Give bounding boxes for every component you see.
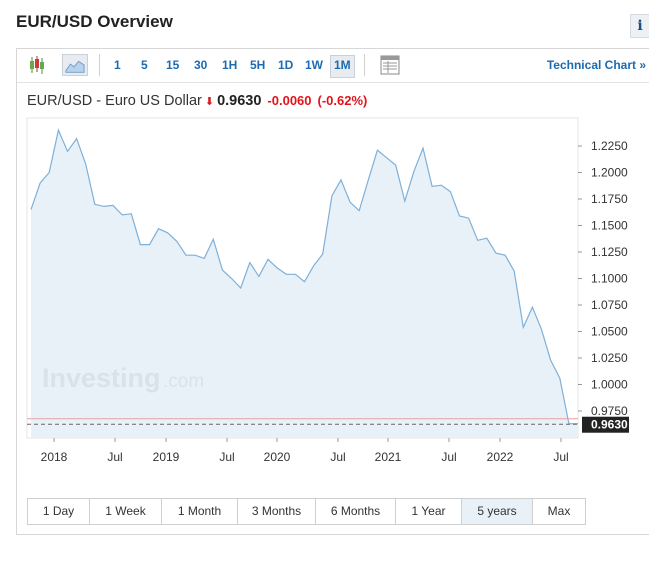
y-tick-label: 1.1000 <box>591 272 628 286</box>
y-tick-label: 1.0000 <box>591 378 628 392</box>
y-tick-label: 1.2250 <box>591 139 628 153</box>
x-tick-label: Jul <box>107 450 122 464</box>
last-price-box <box>582 416 629 433</box>
chart-toolbar: 1 5 15 30 1H 5H 1D 1W 1M Technical Chart… <box>17 49 649 83</box>
x-tick-label: Jul <box>330 450 345 464</box>
page-title: EUR/USD Overview <box>16 12 173 31</box>
y-tick-label: 1.0500 <box>591 325 628 339</box>
x-tick-label: Jul <box>553 450 568 464</box>
interval-5[interactable]: 5 <box>141 58 148 72</box>
price-change-percent: (-0.62%) <box>317 93 368 108</box>
range-button-5-years[interactable]: 5 years <box>462 499 533 524</box>
instrument-name: EUR/USD - Euro US Dollar <box>27 93 202 109</box>
y-tick-label: 1.0750 <box>591 298 628 312</box>
range-button-1-year[interactable]: 1 Year <box>396 499 462 524</box>
last-price-label: 0.9630 <box>591 418 628 432</box>
x-tick-label: 2018 <box>41 450 68 464</box>
x-tick-label: 2019 <box>153 450 180 464</box>
toolbar-separator <box>99 54 100 76</box>
table-view-icon[interactable] <box>377 54 403 76</box>
y-tick-label: 0.9750 <box>591 404 628 418</box>
price-change: -0.0060 <box>267 93 312 108</box>
x-tick-label: Jul <box>219 450 234 464</box>
x-tick-label: Jul <box>441 450 456 464</box>
interval-1h[interactable]: 1H <box>222 58 238 72</box>
area-chart-icon[interactable] <box>62 54 88 76</box>
interval-30[interactable]: 30 <box>194 58 208 72</box>
info-icon[interactable]: i <box>630 14 649 38</box>
range-button-6-months[interactable]: 6 Months <box>316 499 396 524</box>
candlestick-chart-icon[interactable] <box>24 54 50 76</box>
series-line <box>30 128 578 425</box>
technical-chart-link[interactable]: Technical Chart » <box>546 58 646 72</box>
interval-1[interactable]: 1 <box>114 58 121 72</box>
x-tick-label: 2020 <box>264 450 291 464</box>
y-tick-label: 1.2000 <box>591 166 628 180</box>
range-button-3-months[interactable]: 3 Months <box>238 499 316 524</box>
interval-15[interactable]: 15 <box>166 58 180 72</box>
chart-panel: 1 5 15 30 1H 5H 1D 1W 1M Technical Chart… <box>16 48 649 535</box>
x-tick-label: 2022 <box>487 450 514 464</box>
quote-header: EUR/USD - Euro US Dollar ⬇ 0.9630 -0.0060 (-… <box>27 93 367 109</box>
y-tick-label: 1.1500 <box>591 219 628 233</box>
x-tick-label: 2021 <box>375 450 402 464</box>
toolbar-separator <box>364 54 365 76</box>
range-button-max[interactable]: Max <box>547 504 571 518</box>
last-price: 0.9630 <box>217 93 262 109</box>
range-button-1-month[interactable]: 1 Month <box>162 499 238 524</box>
range-button-1-week[interactable]: 1 Week <box>90 499 162 524</box>
range-button-1-day[interactable]: 1 Day <box>28 499 90 524</box>
range-selector: 1 Day 1 Week 1 Month 3 Months 6 Months 1 Year… <box>27 498 586 525</box>
series-area <box>31 130 578 438</box>
interval-1w[interactable]: 1W <box>305 58 323 72</box>
y-tick-label: 1.0250 <box>591 351 628 365</box>
down-arrow-icon: ⬇ <box>204 96 215 108</box>
y-tick-label: 1.1750 <box>591 192 628 206</box>
y-tick-label: 1.1250 <box>591 245 628 259</box>
interval-5h[interactable]: 5H <box>250 58 266 72</box>
interval-1m[interactable]: 1M <box>330 55 355 78</box>
interval-1d[interactable]: 1D <box>278 58 294 72</box>
